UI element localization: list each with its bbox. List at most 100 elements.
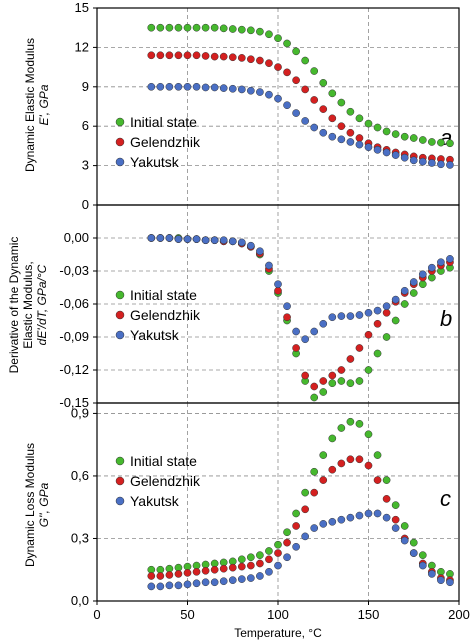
legend-marker-initial <box>115 290 125 300</box>
data-point <box>319 520 328 528</box>
data-point <box>319 105 328 113</box>
data-point <box>355 455 364 464</box>
legend-label-initial: Initial state <box>130 114 197 130</box>
panel-b-ytick-label: -0,12 <box>59 362 89 377</box>
legend-marker-yakutsk <box>115 157 125 167</box>
data-point <box>391 524 400 532</box>
x-tick-label: 200 <box>448 607 470 622</box>
data-point <box>237 54 246 62</box>
data-point <box>156 51 165 60</box>
panel-b-series-yakutsk <box>147 234 454 344</box>
legend-marker-initial <box>115 117 125 127</box>
panel-c-series-gelendzhik <box>147 455 454 585</box>
panel-b-ylabel-line-1: Derivative of the Dynamic <box>7 237 21 374</box>
data-point <box>319 476 328 484</box>
data-point <box>310 67 319 75</box>
x-tick-label: 0 <box>93 607 100 622</box>
data-point <box>201 566 210 575</box>
legend-label-gelendzhik: Gelendzhik <box>130 307 201 323</box>
data-point <box>400 286 409 295</box>
data-point <box>228 25 237 33</box>
data-point <box>210 578 219 587</box>
data-point <box>219 84 228 92</box>
data-point <box>437 160 445 169</box>
data-point <box>337 366 346 374</box>
data-point <box>428 273 436 282</box>
data-point <box>183 235 192 243</box>
data-point <box>147 234 156 242</box>
data-point <box>256 56 264 65</box>
data-point <box>409 134 418 142</box>
data-point <box>382 308 391 317</box>
data-point <box>346 455 355 464</box>
data-point <box>274 94 282 103</box>
panel-a-ytick-label: 12 <box>75 39 89 54</box>
panel-a-ylabel-line-1: Dynamic Elastic Modulus <box>23 38 37 172</box>
data-point <box>292 509 300 518</box>
data-point <box>418 157 427 166</box>
data-point <box>183 23 192 32</box>
data-point <box>364 461 373 470</box>
data-point <box>382 333 391 341</box>
panel-b-ytick-label: -0,03 <box>59 263 89 278</box>
panel-b-label: b <box>440 306 452 331</box>
data-point <box>319 319 328 328</box>
panel-a-ytick-label: 3 <box>82 158 89 173</box>
data-point <box>382 148 391 157</box>
data-point <box>373 476 382 484</box>
data-point <box>328 465 337 474</box>
data-point <box>400 300 409 308</box>
data-point <box>346 417 355 426</box>
data-point <box>337 459 346 468</box>
data-point <box>328 89 337 98</box>
data-point <box>228 237 237 246</box>
data-point <box>210 236 219 245</box>
panel-a-ytick-label: 0 <box>82 197 89 212</box>
data-point <box>265 261 273 270</box>
legend-marker-gelendzhik <box>115 137 125 147</box>
data-point <box>292 522 300 530</box>
data-point <box>183 569 192 577</box>
data-point <box>237 555 246 564</box>
data-point <box>446 139 454 148</box>
data-point <box>418 551 427 559</box>
panel-c-label: c <box>440 486 451 511</box>
data-point <box>165 82 174 91</box>
data-point <box>165 571 174 579</box>
data-point <box>346 355 355 363</box>
panel-b-ytick-label: -0,15 <box>59 395 89 410</box>
data-point <box>382 495 391 503</box>
data-point <box>183 580 192 589</box>
data-point <box>400 522 409 530</box>
data-point <box>147 582 156 591</box>
data-point <box>428 263 436 272</box>
data-point <box>328 371 337 380</box>
data-point <box>418 561 427 570</box>
data-point <box>400 536 409 545</box>
data-point <box>364 119 373 128</box>
x-tick-label: 50 <box>180 607 194 622</box>
data-point <box>147 572 156 580</box>
panel-c-ytick-label: 0,6 <box>71 468 89 483</box>
data-point <box>274 540 282 549</box>
data-point <box>274 280 282 289</box>
data-point <box>147 51 156 60</box>
data-point <box>292 76 300 85</box>
data-point <box>310 123 319 132</box>
data-point <box>283 313 291 322</box>
data-point <box>328 517 337 526</box>
data-point <box>355 419 364 428</box>
data-point <box>346 312 355 320</box>
legend-label-gelendzhik: Gelendzhik <box>130 473 201 489</box>
data-point <box>283 39 291 48</box>
panel-c-ytick-label: 0,9 <box>71 405 89 420</box>
panel-b-ytick-label: 0,00 <box>64 230 89 245</box>
x-tick-label: 150 <box>358 607 380 622</box>
panel-a-series-gelendzhik <box>147 51 454 164</box>
data-point <box>373 306 382 315</box>
data-point <box>382 302 391 311</box>
data-point <box>346 128 355 137</box>
data-point <box>201 23 210 32</box>
data-point <box>418 280 427 289</box>
